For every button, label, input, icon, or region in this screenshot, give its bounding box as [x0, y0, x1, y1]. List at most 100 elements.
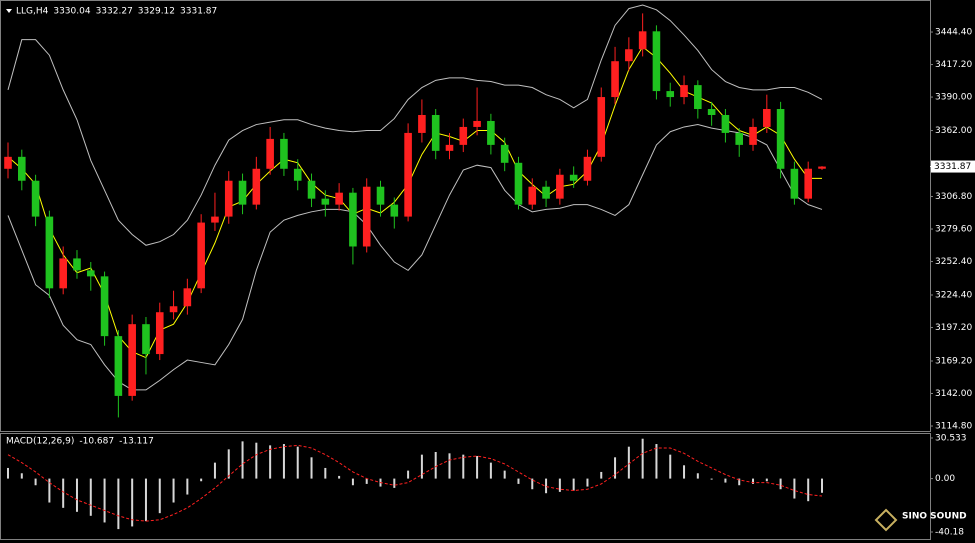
candle-body: [197, 222, 205, 289]
macd-bar: [393, 478, 396, 488]
candle-body: [707, 109, 716, 115]
macd-bar: [324, 467, 327, 479]
macd-bar: [89, 478, 92, 516]
macd-panel-frame: [0, 433, 931, 540]
candle-body: [776, 109, 785, 169]
overlay-line: [7, 124, 823, 391]
y-tick-label: 3197.20: [935, 323, 972, 333]
candle-body: [45, 216, 54, 289]
candle-body: [790, 168, 799, 199]
y-tick-label: -40.18: [935, 528, 964, 538]
candle-body: [818, 166, 826, 169]
candle-body: [431, 114, 440, 151]
macd-bar: [765, 478, 768, 482]
y-tick-label: 3224.40: [935, 291, 972, 301]
logo: SINO SOUND: [874, 508, 967, 532]
candle-body: [376, 186, 385, 205]
macd-bar: [572, 478, 575, 491]
candle-body: [542, 186, 550, 199]
candle-body: [169, 306, 178, 313]
y-tick-label: 3362.00: [935, 126, 972, 136]
candle-body: [583, 156, 592, 181]
candle-body: [183, 288, 192, 307]
macd-bar: [282, 444, 285, 479]
candle-body: [238, 180, 247, 205]
candle-body: [597, 97, 606, 157]
macd-bar: [62, 478, 65, 508]
candle-body: [514, 162, 523, 205]
macd-bar: [310, 457, 313, 479]
macd-bar: [186, 478, 189, 495]
price-label: 3331.87: [934, 162, 971, 172]
macd-bar: [641, 438, 644, 479]
macd-bar: [752, 478, 755, 484]
candle-body: [459, 126, 468, 145]
macd-bar: [20, 473, 23, 479]
macd-bar: [200, 478, 203, 482]
candle-body: [418, 114, 426, 133]
header-text: 3331.87: [180, 7, 217, 17]
logo-icon: [874, 508, 898, 532]
macd-bar: [420, 454, 423, 479]
macd-bar: [710, 478, 713, 480]
candle-body: [680, 85, 688, 98]
candle-body: [128, 324, 136, 396]
y-tick-label: 0.00: [935, 474, 955, 484]
candle-body: [487, 120, 495, 145]
macd-bar: [34, 478, 37, 486]
macd-bar: [462, 454, 465, 479]
candle-body: [211, 216, 219, 223]
macd-bar: [296, 446, 299, 479]
macd-bar: [476, 455, 479, 479]
macd-bar: [517, 478, 520, 484]
candle-body: [307, 180, 316, 199]
candle-body: [100, 276, 109, 337]
candle-body: [266, 138, 274, 169]
macd-bar: [655, 444, 658, 479]
candle-body: [445, 144, 454, 151]
macd-bar: [48, 478, 51, 503]
y-tick-label: 3390.00: [935, 93, 972, 103]
macd-bar: [213, 462, 216, 479]
candle-body: [473, 120, 481, 127]
y-tick-label: 3252.40: [935, 257, 972, 267]
candle-body: [349, 192, 357, 247]
macd-bar: [407, 470, 410, 479]
candle-body: [321, 198, 330, 205]
macd-bar: [434, 452, 437, 479]
candle-body: [31, 180, 40, 217]
candle-body: [390, 204, 399, 217]
macd-bar: [144, 478, 147, 522]
candle-body: [155, 312, 164, 355]
macd-bar: [338, 475, 341, 479]
macd-bar: [269, 445, 272, 479]
y-tick-label: 3142.00: [935, 389, 972, 399]
macd-bar: [7, 467, 9, 479]
candle-body: [86, 270, 95, 277]
y-tick-label: 30.533: [935, 434, 967, 444]
macd-bar: [131, 478, 134, 527]
macd-bar: [738, 478, 741, 486]
candle-body: [721, 114, 730, 133]
macd-bar: [724, 478, 727, 483]
candle-body: [556, 174, 564, 199]
candle-body: [625, 49, 633, 62]
macd-bar: [793, 478, 796, 499]
candle-body: [569, 174, 578, 181]
candle-body: [335, 192, 343, 205]
macd-bar: [241, 441, 244, 479]
macd-bar: [255, 442, 258, 479]
macd-bar: [103, 478, 106, 523]
macd-bar: [351, 478, 354, 486]
candle-body: [749, 126, 757, 145]
macd-bar: [614, 457, 617, 479]
candle-body: [694, 85, 702, 110]
macd-bar: [683, 465, 686, 479]
macd-bar: [586, 478, 589, 487]
candle-body: [763, 109, 771, 127]
macd-bar: [558, 478, 561, 492]
candle-body: [735, 132, 744, 145]
